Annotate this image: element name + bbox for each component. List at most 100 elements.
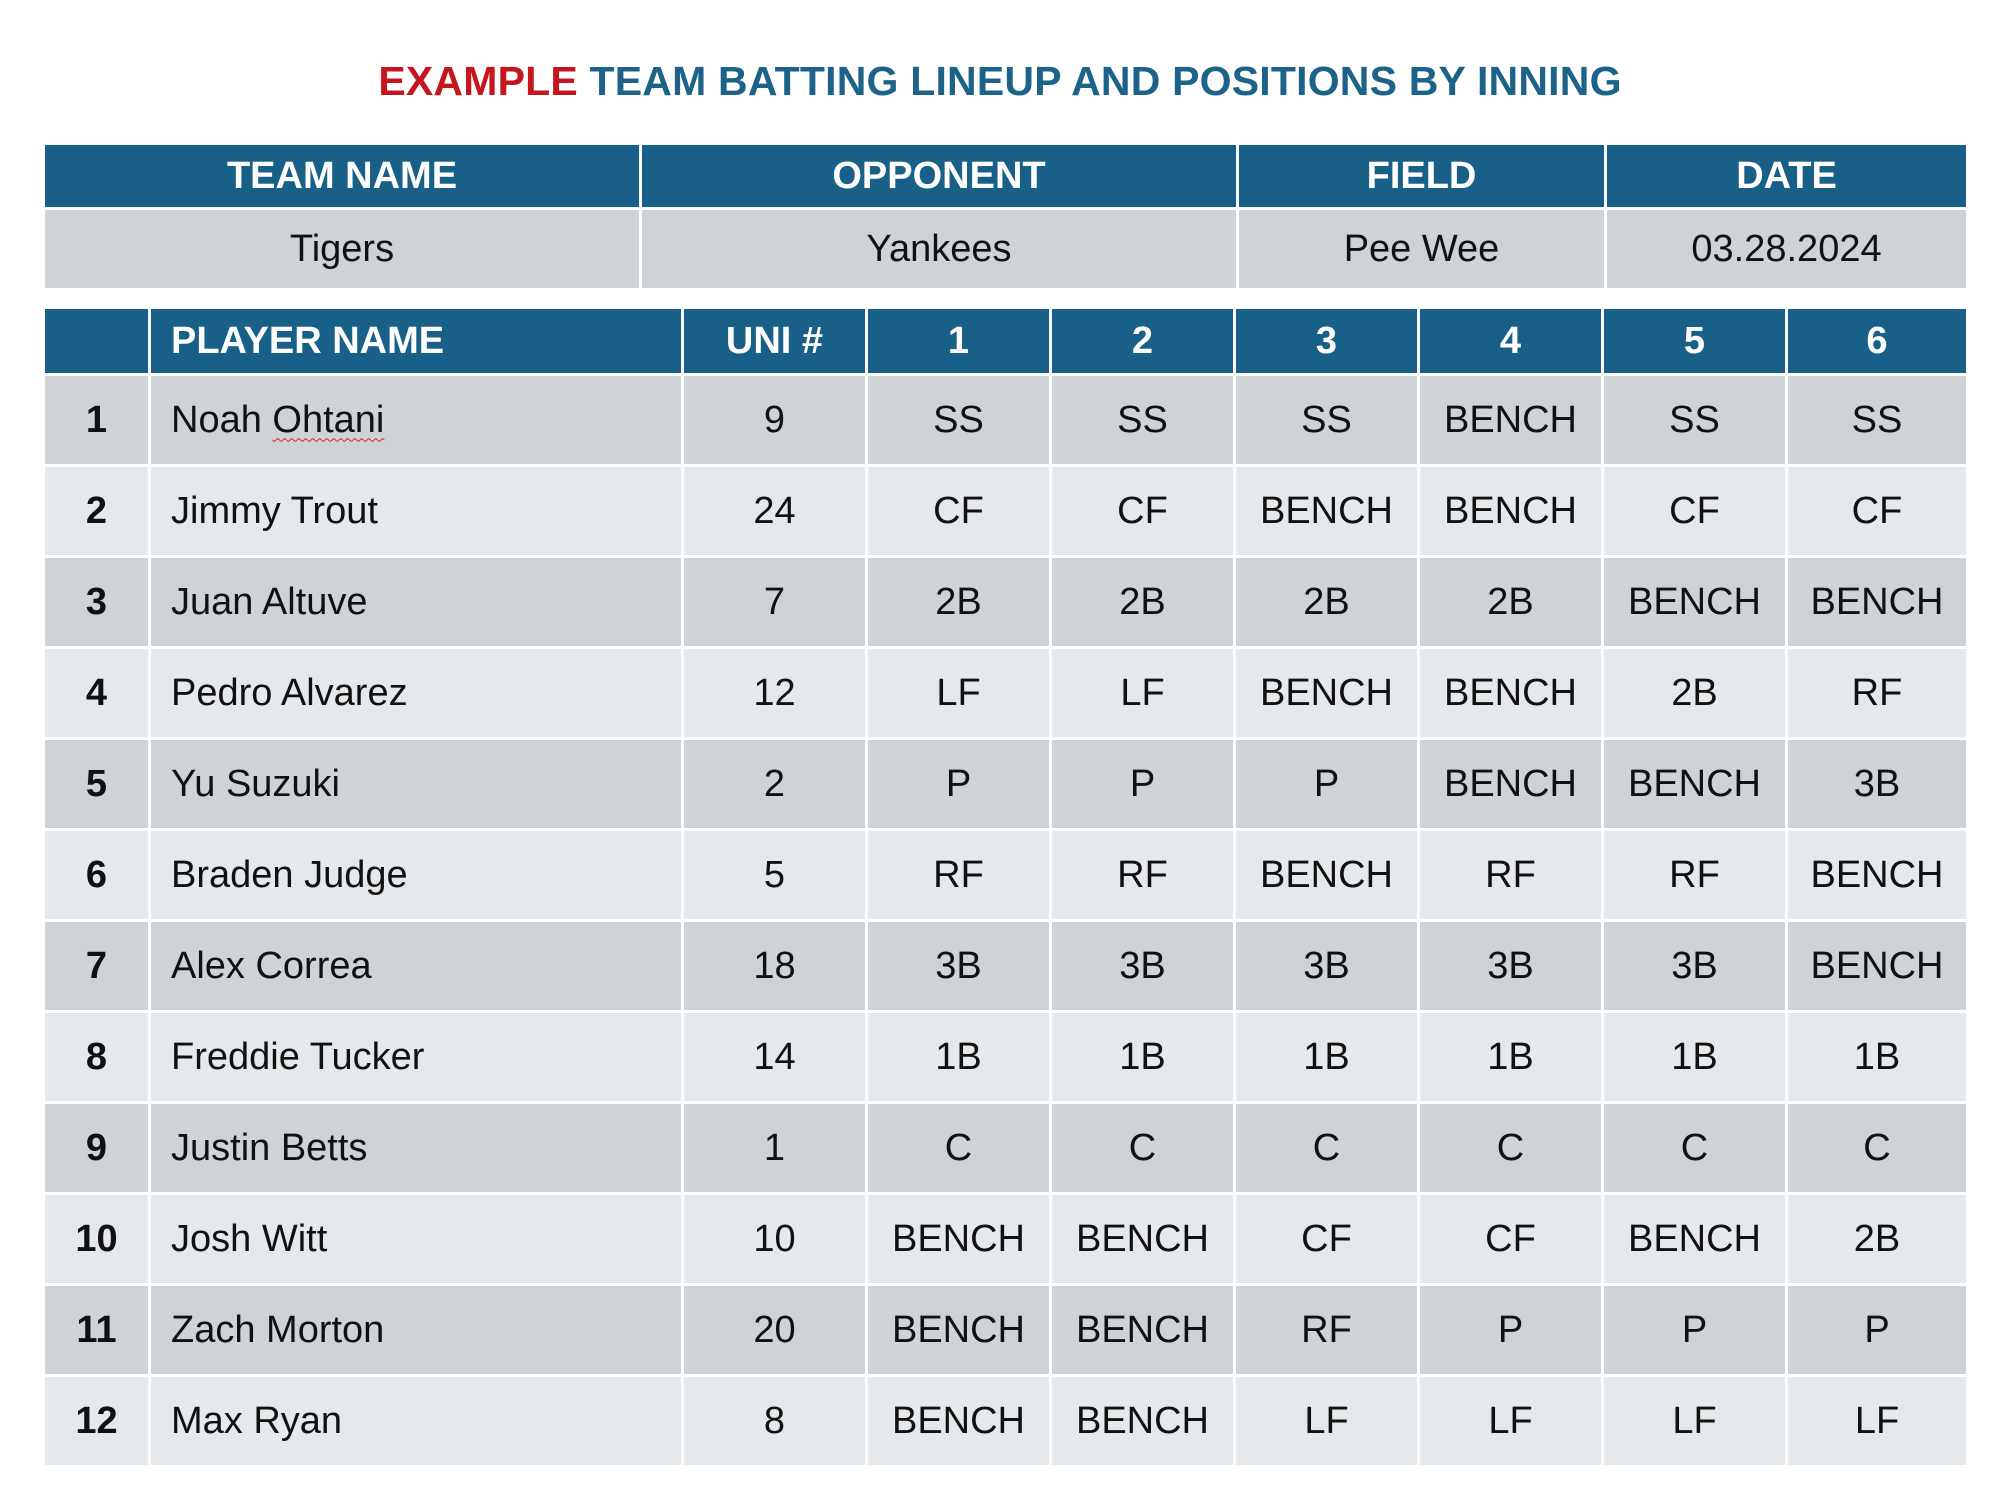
uni-number-cell[interactable]: 1: [681, 1101, 868, 1195]
inning-4-position-cell[interactable]: LF: [1417, 1374, 1604, 1468]
inning-1-position-cell[interactable]: 1B: [865, 1010, 1052, 1104]
player-name-cell[interactable]: Justin Betts: [148, 1101, 684, 1195]
inning-5-position-cell[interactable]: BENCH: [1601, 555, 1788, 649]
inning-1-position-cell[interactable]: RF: [865, 828, 1052, 922]
inning-5-position-cell[interactable]: C: [1601, 1101, 1788, 1195]
inning-6-position-cell[interactable]: LF: [1785, 1374, 1969, 1468]
inning-2-position-cell[interactable]: SS: [1049, 373, 1236, 467]
player-name-cell[interactable]: Max Ryan: [148, 1374, 684, 1468]
inning-5-position-cell[interactable]: CF: [1601, 464, 1788, 558]
team-name-value[interactable]: Tigers: [42, 207, 642, 291]
inning-3-position-cell[interactable]: RF: [1233, 1283, 1420, 1377]
inning-1-position-cell[interactable]: C: [865, 1101, 1052, 1195]
player-name-cell[interactable]: Freddie Tucker: [148, 1010, 684, 1104]
inning-6-position-cell[interactable]: 2B: [1785, 1192, 1969, 1286]
uni-number-cell[interactable]: 20: [681, 1283, 868, 1377]
inning-1-position-cell[interactable]: CF: [865, 464, 1052, 558]
inning-6-position-cell[interactable]: 3B: [1785, 737, 1969, 831]
date-value[interactable]: 03.28.2024: [1604, 207, 1969, 291]
inning-5-position-cell[interactable]: SS: [1601, 373, 1788, 467]
inning-1-position-cell[interactable]: SS: [865, 373, 1052, 467]
uni-number-cell[interactable]: 2: [681, 737, 868, 831]
inning-3-position-cell[interactable]: 2B: [1233, 555, 1420, 649]
inning-5-position-cell[interactable]: 3B: [1601, 919, 1788, 1013]
uni-number-cell[interactable]: 12: [681, 646, 868, 740]
inning-6-position-cell[interactable]: RF: [1785, 646, 1969, 740]
inning-3-position-cell[interactable]: LF: [1233, 1374, 1420, 1468]
inning-6-position-cell[interactable]: BENCH: [1785, 828, 1969, 922]
uni-number-cell[interactable]: 18: [681, 919, 868, 1013]
inning-4-position-cell[interactable]: BENCH: [1417, 464, 1604, 558]
uni-number-cell[interactable]: 24: [681, 464, 868, 558]
inning-3-position-cell[interactable]: 3B: [1233, 919, 1420, 1013]
inning-2-position-cell[interactable]: 1B: [1049, 1010, 1236, 1104]
uni-number-cell[interactable]: 10: [681, 1192, 868, 1286]
inning-3-position-cell[interactable]: CF: [1233, 1192, 1420, 1286]
inning-3-position-cell[interactable]: C: [1233, 1101, 1420, 1195]
inning-4-position-cell[interactable]: BENCH: [1417, 373, 1604, 467]
inning-4-position-cell[interactable]: 3B: [1417, 919, 1604, 1013]
player-name-cell[interactable]: Josh Witt: [148, 1192, 684, 1286]
inning-4-position-cell[interactable]: 1B: [1417, 1010, 1604, 1104]
inning-2-position-cell[interactable]: RF: [1049, 828, 1236, 922]
inning-6-position-cell[interactable]: C: [1785, 1101, 1969, 1195]
inning-3-position-cell[interactable]: BENCH: [1233, 464, 1420, 558]
inning-6-position-cell[interactable]: P: [1785, 1283, 1969, 1377]
inning-5-position-cell[interactable]: RF: [1601, 828, 1788, 922]
inning-4-position-cell[interactable]: BENCH: [1417, 646, 1604, 740]
uni-number-cell[interactable]: 9: [681, 373, 868, 467]
inning-2-position-cell[interactable]: 3B: [1049, 919, 1236, 1013]
inning-1-position-cell[interactable]: BENCH: [865, 1283, 1052, 1377]
inning-2-position-cell[interactable]: BENCH: [1049, 1283, 1236, 1377]
inning-1-position-cell[interactable]: P: [865, 737, 1052, 831]
inning-2-position-cell[interactable]: 2B: [1049, 555, 1236, 649]
inning-4-position-cell[interactable]: P: [1417, 1283, 1604, 1377]
inning-1-position-cell[interactable]: BENCH: [865, 1374, 1052, 1468]
field-value[interactable]: Pee Wee: [1236, 207, 1607, 291]
inning-6-position-cell[interactable]: BENCH: [1785, 919, 1969, 1013]
inning-2-position-cell[interactable]: P: [1049, 737, 1236, 831]
inning-4-position-cell[interactable]: C: [1417, 1101, 1604, 1195]
uni-number-cell[interactable]: 14: [681, 1010, 868, 1104]
player-name-cell[interactable]: Yu Suzuki: [148, 737, 684, 831]
player-name-cell[interactable]: Jimmy Trout: [148, 464, 684, 558]
player-name-cell[interactable]: Braden Judge: [148, 828, 684, 922]
inning-3-position-cell[interactable]: 1B: [1233, 1010, 1420, 1104]
inning-5-position-cell[interactable]: LF: [1601, 1374, 1788, 1468]
inning-1-position-cell[interactable]: BENCH: [865, 1192, 1052, 1286]
inning-6-position-cell[interactable]: BENCH: [1785, 555, 1969, 649]
opponent-value[interactable]: Yankees: [639, 207, 1239, 291]
inning-3-position-cell[interactable]: P: [1233, 737, 1420, 831]
inning-3-position-cell[interactable]: SS: [1233, 373, 1420, 467]
inning-1-position-cell[interactable]: LF: [865, 646, 1052, 740]
player-name-cell[interactable]: Alex Correa: [148, 919, 684, 1013]
inning-6-position-cell[interactable]: CF: [1785, 464, 1969, 558]
inning-2-position-cell[interactable]: LF: [1049, 646, 1236, 740]
inning-5-position-cell[interactable]: BENCH: [1601, 737, 1788, 831]
inning-5-position-cell[interactable]: P: [1601, 1283, 1788, 1377]
inning-3-position-cell[interactable]: BENCH: [1233, 828, 1420, 922]
player-name-cell[interactable]: Zach Morton: [148, 1283, 684, 1377]
inning-2-position-cell[interactable]: CF: [1049, 464, 1236, 558]
inning-4-position-cell[interactable]: CF: [1417, 1192, 1604, 1286]
inning-1-position-cell[interactable]: 3B: [865, 919, 1052, 1013]
inning-2-position-cell[interactable]: BENCH: [1049, 1374, 1236, 1468]
uni-number-cell[interactable]: 5: [681, 828, 868, 922]
inning-4-position-cell[interactable]: 2B: [1417, 555, 1604, 649]
player-name-cell[interactable]: Noah Ohtani: [148, 373, 684, 467]
inning-1-position-cell[interactable]: 2B: [865, 555, 1052, 649]
uni-number-cell[interactable]: 8: [681, 1374, 868, 1468]
inning-2-position-cell[interactable]: C: [1049, 1101, 1236, 1195]
player-name-cell[interactable]: Pedro Alvarez: [148, 646, 684, 740]
inning-5-position-cell[interactable]: 1B: [1601, 1010, 1788, 1104]
player-name-cell[interactable]: Juan Altuve: [148, 555, 684, 649]
inning-6-position-cell[interactable]: 1B: [1785, 1010, 1969, 1104]
inning-4-position-cell[interactable]: RF: [1417, 828, 1604, 922]
inning-5-position-cell[interactable]: 2B: [1601, 646, 1788, 740]
inning-2-position-cell[interactable]: BENCH: [1049, 1192, 1236, 1286]
uni-number-cell[interactable]: 7: [681, 555, 868, 649]
inning-3-position-cell[interactable]: BENCH: [1233, 646, 1420, 740]
inning-6-position-cell[interactable]: SS: [1785, 373, 1969, 467]
inning-4-position-cell[interactable]: BENCH: [1417, 737, 1604, 831]
inning-5-position-cell[interactable]: BENCH: [1601, 1192, 1788, 1286]
